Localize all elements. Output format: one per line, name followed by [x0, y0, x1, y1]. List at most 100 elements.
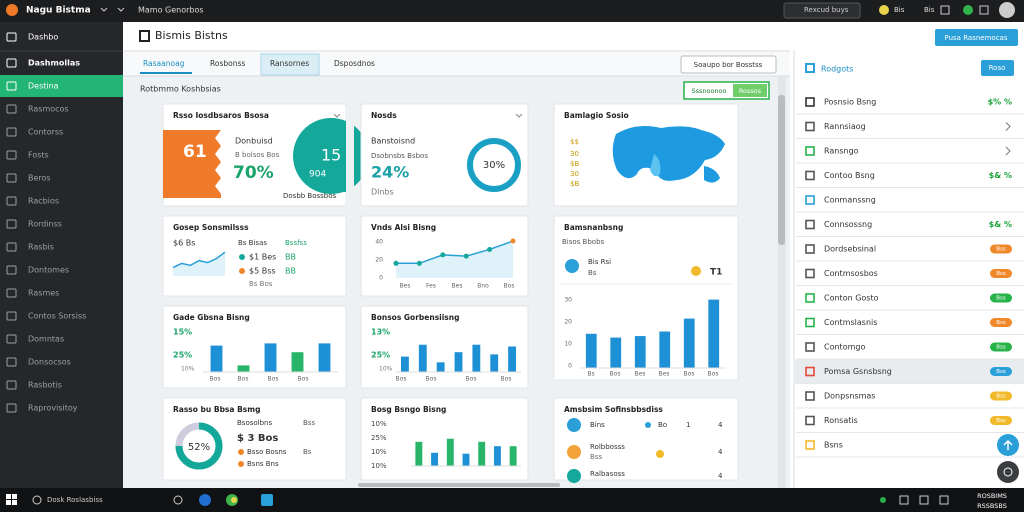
card-text: Bos: [501, 376, 512, 383]
point: [393, 260, 399, 266]
card-text: Bos: [298, 376, 309, 383]
card-text: 40: [375, 239, 383, 246]
dot: [645, 422, 651, 428]
user: Bis: [894, 6, 905, 14]
card-text: Dosbb Bossbos: [283, 192, 337, 200]
badge: [990, 367, 1012, 376]
card-text: 4: [718, 421, 723, 429]
card-text: Bss: [303, 419, 315, 427]
fab-icon: [1003, 467, 1013, 477]
nav-item: Dashbo: [28, 33, 58, 42]
primary-button[interactable]: [935, 29, 1018, 46]
bar: [509, 446, 517, 466]
nav-icon: [6, 357, 17, 367]
bar: [415, 441, 423, 466]
fab[interactable]: [997, 461, 1019, 483]
card-title: Rsso Iosdbsaros Bsosa: [173, 111, 269, 120]
card-text: Bss: [590, 453, 602, 461]
row-label: Conmanssng: [824, 196, 876, 205]
card-title: Amsbsim Sofinsbbsdiss: [564, 405, 663, 414]
right-panel: [790, 22, 1024, 488]
nav-item: Domntas: [28, 335, 64, 344]
button-text: Roso: [989, 64, 1006, 72]
card-text: 61: [183, 142, 207, 162]
button-text: Pusa Rasnemocas: [945, 34, 1008, 42]
card-text: 20: [564, 319, 572, 326]
card-title: Bamsnanbsng: [564, 223, 623, 232]
card-text: 52%: [188, 442, 210, 453]
card-text: 10: [564, 341, 572, 348]
nav-icon: [6, 81, 17, 91]
date: RSSBSBS: [977, 502, 1007, 510]
point: [463, 253, 469, 259]
row-value: $& %: [989, 220, 1012, 229]
row-value: $% %: [988, 98, 1012, 107]
orange-block: [163, 130, 221, 198]
bar: [708, 299, 720, 368]
face: [691, 266, 701, 276]
row-icon: [805, 170, 815, 181]
card-text: Bes: [635, 371, 646, 378]
bar: [585, 333, 597, 368]
bar: [446, 438, 454, 466]
card-text: Rolbbosss: [590, 443, 625, 451]
search-button[interactable]: [680, 55, 777, 74]
point: [487, 246, 493, 252]
card: [553, 397, 739, 481]
face: [656, 450, 664, 458]
nav-icon: [6, 173, 17, 183]
card-text: Bssfss: [285, 239, 307, 247]
nav-item: Fosts: [28, 151, 49, 160]
card-text: Bos: [684, 371, 695, 378]
chevron: [1005, 146, 1011, 156]
card-text: Bno: [477, 283, 489, 290]
card-text: Bsso Bosns: [247, 448, 287, 456]
card-text: 904: [309, 170, 326, 180]
badge-text: Bss: [996, 345, 1006, 351]
bar: [683, 318, 695, 368]
bar: [490, 354, 499, 372]
card-text: Donbuisd: [235, 137, 273, 146]
line: [396, 240, 514, 265]
card-text: 30%: [483, 160, 505, 171]
page-title: Bismis Bistns: [155, 29, 228, 42]
section-button-part: [733, 84, 767, 97]
task-icon: [173, 495, 183, 505]
card-text: Bos: [268, 376, 279, 383]
highlight-row: [795, 359, 1024, 384]
bar: [401, 356, 409, 372]
badge: [990, 416, 1012, 425]
nav-icon: [6, 403, 17, 413]
row-label: Dordsebsinal: [824, 245, 876, 254]
row-icon: [805, 97, 815, 107]
card-text: Bos: [210, 376, 221, 383]
nav-item: Rordinss: [28, 220, 62, 229]
search-box[interactable]: [783, 2, 861, 19]
top-bar: [0, 0, 1024, 22]
row-icon: [805, 366, 815, 377]
tray-icon: [919, 495, 929, 505]
row-icon: [805, 317, 815, 328]
nav-item: Rasmocos: [28, 105, 69, 114]
card-text: $6 Bs: [173, 239, 195, 248]
tray-icon: [899, 495, 909, 505]
card-text: 10%: [371, 462, 387, 470]
panel-button[interactable]: [981, 60, 1014, 76]
nav-item: Raprovisitoy: [28, 404, 78, 413]
card-text: 30: [564, 297, 572, 304]
app-name: Nagu Bistma: [26, 6, 91, 16]
card-text: 15: [321, 146, 341, 165]
card-title: Gosep Sonsmilsss: [173, 223, 249, 232]
card-text: BB: [285, 267, 296, 276]
start-icon: [6, 494, 11, 499]
clock: ROSBIMS: [977, 492, 1007, 500]
dropdown: [333, 113, 341, 118]
nav-item: Rasbis: [28, 243, 54, 252]
start-icon: [6, 500, 11, 505]
card-text: Bs: [588, 269, 597, 277]
user: Bis: [924, 6, 935, 14]
bar: [472, 344, 481, 372]
row-icon: [805, 268, 815, 279]
bar: [659, 331, 671, 368]
card-text: $B: [570, 160, 579, 168]
